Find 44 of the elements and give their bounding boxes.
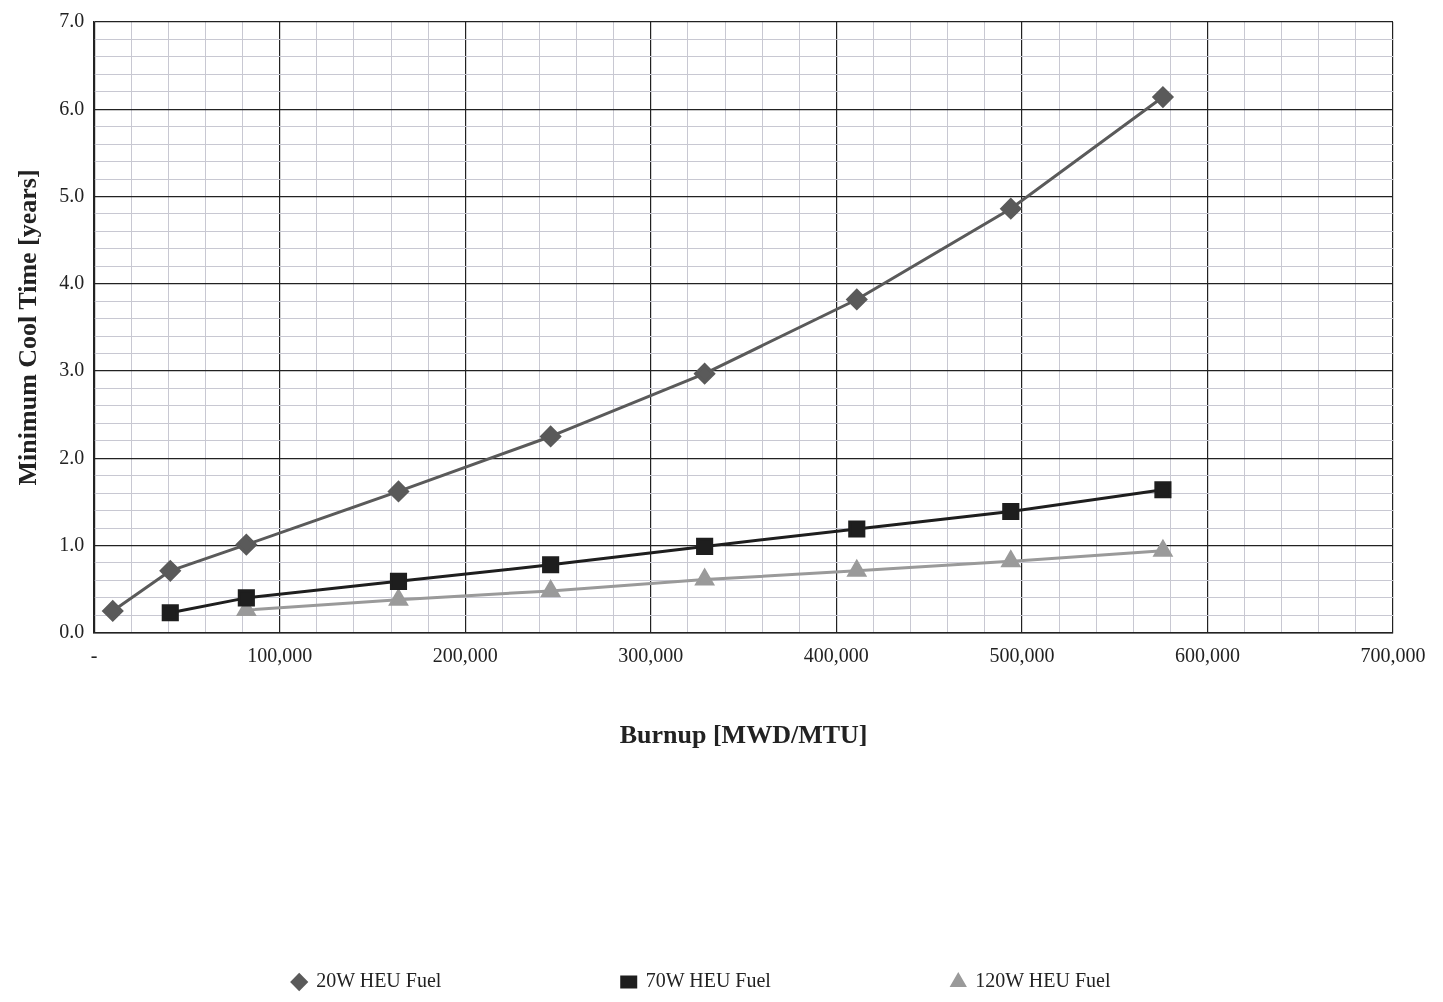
y-axis-title: Minimum Cool Time [years] [13, 169, 43, 486]
point [540, 425, 562, 447]
point [389, 572, 408, 590]
legend-label: 70W HEU Fuel [645, 969, 772, 992]
point [387, 480, 409, 502]
point [1001, 550, 1021, 568]
x-tick-label: - [90, 644, 98, 667]
point [1154, 481, 1172, 499]
legend-label: 120W HEU Fuel [975, 969, 1111, 992]
point [846, 288, 868, 310]
point [847, 560, 867, 577]
x-tick-label: 100,000 [247, 644, 313, 667]
point [848, 520, 866, 538]
y-tick-label: 3.0 [59, 358, 85, 381]
y-tick-label: 6.0 [59, 96, 85, 119]
y-tick-label: 4.0 [59, 271, 85, 294]
point [1002, 502, 1020, 521]
x-tick-label: 700,000 [1360, 644, 1426, 667]
point [541, 580, 560, 597]
y-tick-label: 0.0 [59, 620, 85, 643]
y-tick-label: 2.0 [59, 445, 85, 468]
point [1000, 198, 1022, 220]
point [159, 560, 181, 582]
point [389, 589, 408, 606]
point [161, 604, 179, 622]
point [542, 556, 560, 574]
x-axis-title: Burnup [MWD/MTU] [619, 720, 868, 750]
point [695, 569, 714, 586]
x-tick-label: 500,000 [989, 644, 1055, 667]
y-tick-label: 7.0 [59, 9, 85, 32]
x-tick-label: 300,000 [618, 644, 684, 667]
x-tick-label: 400,000 [803, 644, 869, 667]
y-tick-label: 1.0 [59, 532, 85, 555]
point [235, 534, 257, 556]
point [237, 589, 255, 607]
point [1152, 86, 1174, 108]
legend-label: 20W HEU Fuel [316, 969, 442, 992]
y-tick-label: 5.0 [59, 183, 85, 206]
point [1153, 540, 1173, 557]
point [102, 600, 124, 622]
point [696, 537, 714, 555]
x-tick-label: 200,000 [432, 644, 498, 667]
point [694, 363, 716, 385]
x-tick-label: 600,000 [1174, 644, 1240, 667]
